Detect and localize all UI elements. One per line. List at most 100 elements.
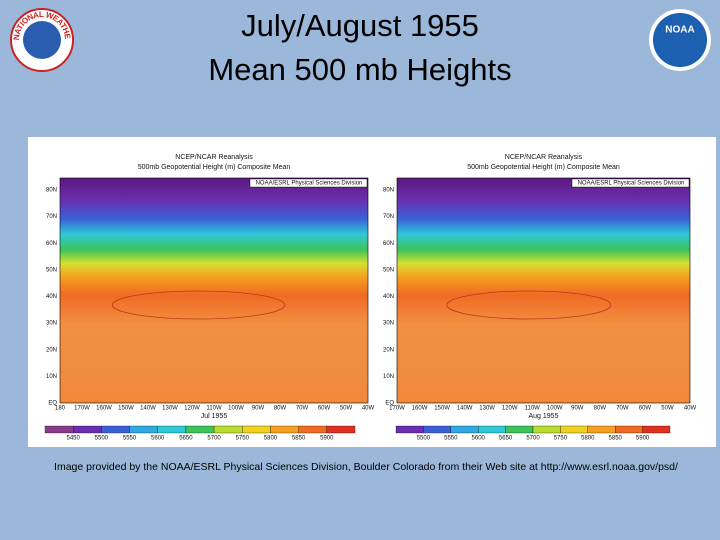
lat-label: 10N [383, 374, 394, 380]
lon-label: 80W [594, 406, 607, 412]
colorbar-label: 5500 [95, 436, 109, 442]
colorbar-swatch [326, 425, 356, 434]
colorbar-label: 5600 [472, 436, 486, 442]
lat-label: 80N [46, 188, 57, 194]
lat-label: 50N [383, 267, 394, 273]
colorbar-swatch [129, 425, 158, 434]
nws-logo-center [23, 21, 61, 59]
colorbar-label: 5750 [554, 436, 568, 442]
panel-header: 500mb Geopotential Height (m) Composite … [467, 164, 620, 171]
lon-label: 100W [228, 406, 244, 412]
lon-label: 170W [389, 406, 405, 412]
lon-label: 90W [571, 406, 584, 412]
lon-label: 130W [162, 406, 178, 412]
lat-label: EQ [48, 401, 57, 407]
lon-label: 150W [434, 406, 450, 412]
lon-label: 70W [616, 406, 629, 412]
colorbar-swatch [157, 425, 187, 434]
lat-label: 60N [46, 241, 57, 247]
colorbar-label: 5850 [609, 436, 623, 442]
lon-label: 60W [318, 406, 331, 412]
lat-label: 40N [383, 294, 394, 300]
lon-label: 110W [525, 406, 541, 412]
height-map [59, 177, 369, 404]
caption: Image provided by the NOAA/ESRL Physical… [54, 461, 678, 473]
colorbar-swatch [532, 425, 561, 434]
lat-label: EQ [385, 401, 394, 407]
source-label: NOAA/ESRL Physical Sciences Division [578, 181, 685, 187]
lat-label: 70N [46, 214, 57, 220]
colorbar-swatch [615, 425, 643, 434]
lon-label: 70W [296, 406, 309, 412]
colorbar-label: 5700 [207, 436, 221, 442]
colorbar-label: 5500 [417, 436, 431, 442]
lat-label: 30N [46, 321, 57, 327]
lat-label: 80N [383, 188, 394, 194]
colorbar-swatch [213, 425, 243, 434]
lon-label: 150W [118, 406, 134, 412]
colorbar-label: 5650 [179, 436, 193, 442]
lon-label: 140W [140, 406, 156, 412]
title-line: July/August 1955 [241, 8, 479, 43]
colorbar-label: 5550 [444, 436, 458, 442]
colorbar-swatch [270, 425, 299, 434]
lon-label: 100W [547, 406, 563, 412]
lat-label: 60N [383, 241, 394, 247]
lon-label: 120W [184, 406, 200, 412]
colorbar-swatch [450, 425, 479, 434]
colorbar-swatch [478, 425, 506, 434]
noaa-logo-text: NOAA [665, 25, 694, 36]
lon-label: 170W [74, 406, 90, 412]
lat-label: 10N [46, 374, 57, 380]
lat-label: 30N [383, 321, 394, 327]
lon-label: 80W [274, 406, 287, 412]
lon-label: 50W [661, 406, 674, 412]
panel-header: 500mb Geopotential Height (m) Composite … [138, 164, 291, 171]
panel-header: NCEP/NCAR Reanalysis [175, 154, 253, 161]
colorbar-swatch [298, 425, 327, 434]
colorbar-label: 5900 [320, 436, 334, 442]
map-date: Aug 1955 [529, 413, 559, 420]
source-label: NOAA/ESRL Physical Sciences Division [256, 181, 363, 187]
colorbar-swatch [242, 425, 271, 434]
colorbar-swatch [185, 425, 215, 434]
colorbar-swatch [505, 425, 534, 434]
lat-label: 70N [383, 214, 394, 220]
colorbar-swatch [101, 425, 130, 434]
colorbar-label: 5850 [292, 436, 306, 442]
lat-label: 20N [383, 347, 394, 353]
lon-label: 130W [479, 406, 495, 412]
colorbar-label: 5750 [236, 436, 250, 442]
source-box [571, 178, 690, 188]
high-center [446, 290, 612, 320]
map-date: Jul 1955 [201, 413, 228, 420]
lon-label: 50W [340, 406, 353, 412]
colorbar-label: 5550 [123, 436, 137, 442]
source-box [249, 178, 368, 188]
lon-label: 140W [457, 406, 473, 412]
colorbar-swatch [44, 425, 74, 434]
title-line: Mean 500 mb Heights [208, 52, 511, 87]
lon-label: 90W [252, 406, 265, 412]
colorbar-label: 5650 [499, 436, 513, 442]
colorbar-swatch [560, 425, 588, 434]
colorbar-label: 5800 [581, 436, 595, 442]
colorbar-label: 5800 [264, 436, 278, 442]
colorbar-swatch [73, 425, 102, 434]
lon-label: 60W [639, 406, 652, 412]
colorbar-label: 5900 [636, 436, 650, 442]
lon-label: 160W [96, 406, 112, 412]
colorbar-label: 5600 [151, 436, 165, 442]
lon-label: 160W [412, 406, 428, 412]
colorbar-swatch [587, 425, 616, 434]
lon-label: 110W [206, 406, 222, 412]
colorbar-label: 5450 [67, 436, 81, 442]
colorbar-swatch [423, 425, 451, 434]
high-center [111, 290, 286, 320]
height-map [396, 177, 691, 404]
colorbar-swatch [642, 425, 671, 434]
lat-label: 50N [46, 267, 57, 273]
lon-label: 40W [684, 406, 697, 412]
